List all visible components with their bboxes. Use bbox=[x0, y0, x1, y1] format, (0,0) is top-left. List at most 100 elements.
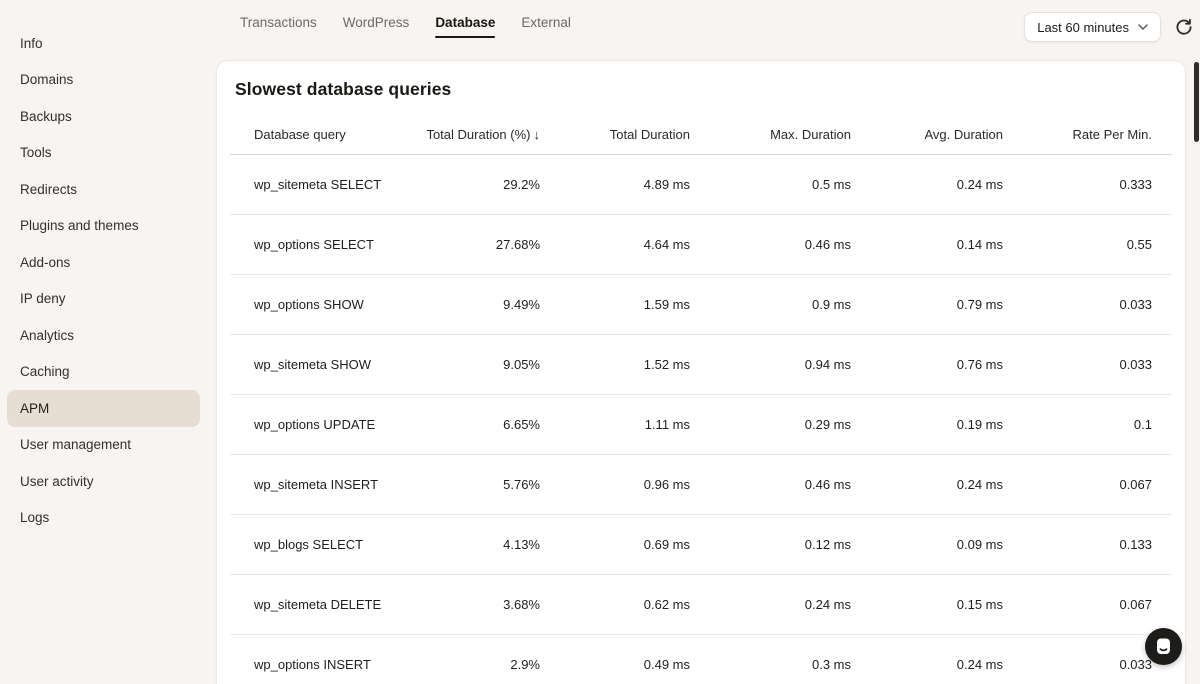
sidebar-item-user-activity[interactable]: User activity bbox=[7, 463, 200, 500]
tab-external[interactable]: External bbox=[521, 15, 571, 30]
sidebar-item-label: User management bbox=[20, 437, 132, 453]
table-body: wp_sitemeta SELECT 29.2% 4.89 ms 0.5 ms 0.24… bbox=[230, 155, 1172, 684]
cell-rate-per-min: 0.033 bbox=[1119, 357, 1152, 372]
cell-rate-per-min: 0.1 bbox=[1133, 417, 1152, 432]
cell-total-duration: 4.89 ms bbox=[643, 177, 690, 192]
tab-database[interactable]: Database bbox=[435, 15, 496, 38]
chat-bubble-icon bbox=[1154, 637, 1173, 656]
cell-total-duration: 1.11 ms bbox=[644, 417, 690, 432]
table-row: wp_sitemeta SHOW 9.05% 1.52 ms 0.94 ms 0.76 … bbox=[230, 335, 1172, 395]
cell-avg-duration: 0.09 ms bbox=[956, 537, 1003, 552]
column-header-avg-duration[interactable]: Avg. Duration bbox=[924, 127, 1003, 142]
main-area: Transactions WordPress Database External La… bbox=[214, 0, 1200, 684]
topbar: Transactions WordPress Database External La… bbox=[214, 0, 1200, 60]
sidebar-item-redirects[interactable]: Redirects bbox=[7, 171, 200, 208]
cell-avg-duration: 0.24 ms bbox=[956, 477, 1003, 492]
cell-query: wp_sitemeta SHOW bbox=[254, 357, 372, 372]
cell-max-duration: 0.5 ms bbox=[811, 177, 851, 192]
table-row: wp_options SELECT 27.68% 4.64 ms 0.46 ms 0.1… bbox=[230, 215, 1172, 275]
cell-total-duration: 0.96 ms bbox=[643, 477, 690, 492]
cell-total-duration: 4.64 ms bbox=[643, 237, 690, 252]
sidebar-item-backups[interactable]: Backups bbox=[7, 98, 200, 135]
cell-avg-duration: 0.15 ms bbox=[956, 597, 1003, 612]
cell-avg-duration: 0.76 ms bbox=[956, 357, 1003, 372]
sidebar-item-analytics[interactable]: Analytics bbox=[7, 317, 200, 354]
sidebar-item-user-management[interactable]: User management bbox=[7, 427, 200, 464]
sidebar-item-label: Plugins and themes bbox=[20, 218, 139, 234]
table-row: wp_options UPDATE 6.65% 1.11 ms 0.29 ms 0.19… bbox=[230, 395, 1172, 455]
cell-total-duration-pct: 4.13% bbox=[503, 537, 540, 552]
cell-total-duration-pct: 27.68% bbox=[495, 237, 540, 252]
table-row: wp_options INSERT 2.9% 0.49 ms 0.3 ms 0.24 m… bbox=[230, 635, 1172, 684]
cell-rate-per-min: 0.333 bbox=[1119, 177, 1152, 192]
cell-query: wp_options SHOW bbox=[254, 297, 364, 312]
cell-max-duration: 0.12 ms bbox=[804, 537, 851, 552]
column-header-total-duration[interactable]: Total Duration bbox=[609, 127, 690, 142]
cell-max-duration: 0.46 ms bbox=[804, 477, 851, 492]
chevron-down-icon bbox=[1138, 24, 1148, 30]
cell-max-duration: 0.94 ms bbox=[804, 357, 851, 372]
cell-avg-duration: 0.24 ms bbox=[956, 657, 1003, 672]
card-title: Slowest database queries bbox=[235, 79, 452, 99]
sidebar-item-label: Redirects bbox=[20, 181, 78, 197]
cell-avg-duration: 0.14 ms bbox=[956, 237, 1003, 252]
column-header-rate-per-min[interactable]: Rate Per Min. bbox=[1072, 127, 1152, 142]
sidebar-item-plugins-and-themes[interactable]: Plugins and themes bbox=[7, 208, 200, 245]
table-row: wp_sitemeta DELETE 3.68% 0.62 ms 0.24 ms 0.1… bbox=[230, 575, 1172, 635]
time-range-label: Last 60 minutes bbox=[1037, 19, 1129, 35]
sidebar-item-label: User activity bbox=[20, 473, 94, 489]
cell-max-duration: 0.3 ms bbox=[811, 657, 851, 672]
time-range-dropdown[interactable]: Last 60 minutes bbox=[1024, 12, 1161, 42]
sidebar-item-label: IP deny bbox=[20, 291, 66, 307]
cell-rate-per-min: 0.033 bbox=[1119, 297, 1152, 312]
sidebar-item-logs[interactable]: Logs bbox=[7, 500, 200, 537]
cell-rate-per-min: 0.067 bbox=[1119, 597, 1152, 612]
table-row: wp_blogs SELECT 4.13% 0.69 ms 0.12 ms 0.09 m… bbox=[230, 515, 1172, 575]
cell-rate-per-min: 0.067 bbox=[1119, 477, 1152, 492]
cell-rate-per-min: 0.55 bbox=[1126, 237, 1152, 252]
column-header-database-query[interactable]: Database query bbox=[254, 127, 346, 142]
column-header-total-duration[interactable]: Total Duration (%) ↓ bbox=[426, 127, 541, 142]
sidebar-item-label: Add-ons bbox=[20, 254, 71, 270]
cell-query: wp_sitemeta INSERT bbox=[254, 477, 379, 492]
refresh-button[interactable] bbox=[1172, 15, 1196, 39]
table-row: wp_options SHOW 9.49% 1.59 ms 0.9 ms 0.79 ms… bbox=[230, 275, 1172, 335]
sidebar-item-add-ons[interactable]: Add-ons bbox=[7, 244, 200, 281]
sidebar-item-ip-deny[interactable]: IP deny bbox=[7, 281, 200, 318]
cell-total-duration-pct: 5.76% bbox=[503, 477, 540, 492]
sidebar-item-label: Backups bbox=[20, 108, 72, 124]
chat-launcher-button[interactable] bbox=[1145, 628, 1182, 665]
sidebar-item-label: Domains bbox=[20, 72, 74, 88]
cell-total-duration: 0.49 ms bbox=[643, 657, 690, 672]
cell-total-duration-pct: 9.49% bbox=[503, 297, 540, 312]
table-header-row: Database query Total Duration (%) ↓ Total D… bbox=[230, 115, 1172, 155]
cell-avg-duration: 0.24 ms bbox=[956, 177, 1003, 192]
sort-desc-arrow-icon: ↓ bbox=[533, 127, 541, 142]
sidebar-item-tools[interactable]: Tools bbox=[7, 135, 200, 172]
sidebar-item-label: Logs bbox=[20, 510, 50, 526]
table-row: wp_sitemeta SELECT 29.2% 4.89 ms 0.5 ms 0.24… bbox=[230, 155, 1172, 215]
cell-total-duration: 1.59 ms bbox=[643, 297, 690, 312]
sidebar-item-info[interactable]: Info bbox=[7, 25, 200, 62]
cell-max-duration: 0.29 ms bbox=[804, 417, 851, 432]
cell-rate-per-min: 0.033 bbox=[1119, 657, 1152, 672]
tab-wordpress[interactable]: WordPress bbox=[342, 15, 410, 30]
cell-query: wp_options SELECT bbox=[254, 237, 374, 252]
cell-total-duration-pct: 9.05% bbox=[503, 357, 540, 372]
cell-total-duration-pct: 29.2% bbox=[503, 177, 540, 192]
sidebar-item-label: Info bbox=[20, 35, 43, 51]
sidebar-item-label: APM bbox=[20, 400, 50, 416]
sidebar-item-apm[interactable]: APM bbox=[7, 390, 200, 427]
topbar-controls: Last 60 minutes bbox=[1024, 12, 1196, 42]
sidebar: Info Domains Backups Tools Redirects Plugins … bbox=[0, 0, 214, 684]
cell-max-duration: 0.24 ms bbox=[804, 597, 851, 612]
column-header-max-duration[interactable]: Max. Duration bbox=[770, 127, 851, 142]
tab-transactions[interactable]: Transactions bbox=[240, 15, 317, 30]
vertical-scrollbar-thumb[interactable] bbox=[1194, 62, 1199, 142]
sidebar-item-domains[interactable]: Domains bbox=[7, 62, 200, 99]
queries-table: Database query Total Duration (%) ↓ Total D… bbox=[230, 115, 1172, 684]
cell-total-duration: 0.69 ms bbox=[643, 537, 690, 552]
sidebar-item-label: Caching bbox=[20, 364, 70, 380]
sidebar-item-caching[interactable]: Caching bbox=[7, 354, 200, 391]
cell-query: wp_options INSERT bbox=[254, 657, 371, 672]
